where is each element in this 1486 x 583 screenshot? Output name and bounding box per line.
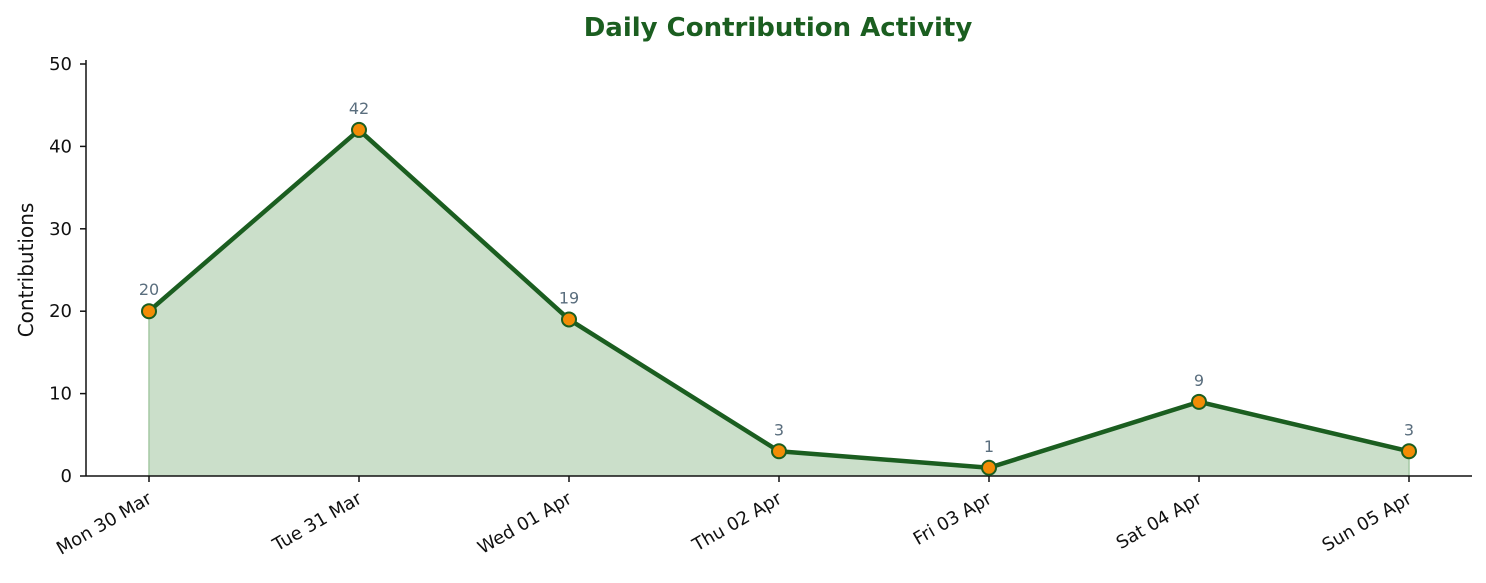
data-point — [771, 443, 787, 460]
x-tick-label: Sun 05 Apr — [1319, 488, 1416, 556]
x-tick-label: Mon 30 Mar — [53, 488, 156, 560]
data-label: 20 — [139, 280, 159, 299]
data-point — [351, 121, 367, 138]
x-tick-label: Fri 03 Apr — [910, 488, 996, 550]
x-tick-label: Wed 01 Apr — [474, 488, 576, 559]
y-tick-label: 10 — [49, 384, 72, 405]
y-tick-label: 20 — [49, 301, 72, 322]
data-label: 3 — [1404, 420, 1414, 439]
data-point — [981, 459, 997, 476]
data-label: 9 — [1194, 371, 1204, 390]
data-point — [141, 303, 157, 320]
chart-title: Daily Contribution Activity — [584, 13, 973, 43]
plot-area: 0 10 20 30 40 50 Mon 30 Mar Tue 31 Mar Wed 01 Ap… — [49, 54, 1472, 559]
area-fill — [149, 129, 1409, 477]
y-tick-label: 50 — [49, 54, 72, 75]
data-point — [1191, 393, 1207, 410]
y-tick-label: 30 — [49, 219, 72, 240]
y-axis-label: Contributions — [14, 203, 38, 338]
data-point — [1401, 443, 1417, 460]
data-label: 3 — [774, 420, 784, 439]
x-tick-label: Sat 04 Apr — [1113, 488, 1206, 554]
x-tick-label: Tue 31 Mar — [268, 488, 366, 557]
y-tick-label: 40 — [49, 136, 72, 157]
data-point — [561, 311, 577, 328]
y-tick-label: 0 — [61, 466, 72, 487]
x-tick-label: Thu 02 Apr — [688, 488, 786, 557]
data-label: 42 — [349, 99, 369, 118]
data-label: 1 — [984, 437, 994, 456]
data-label: 19 — [559, 288, 579, 307]
